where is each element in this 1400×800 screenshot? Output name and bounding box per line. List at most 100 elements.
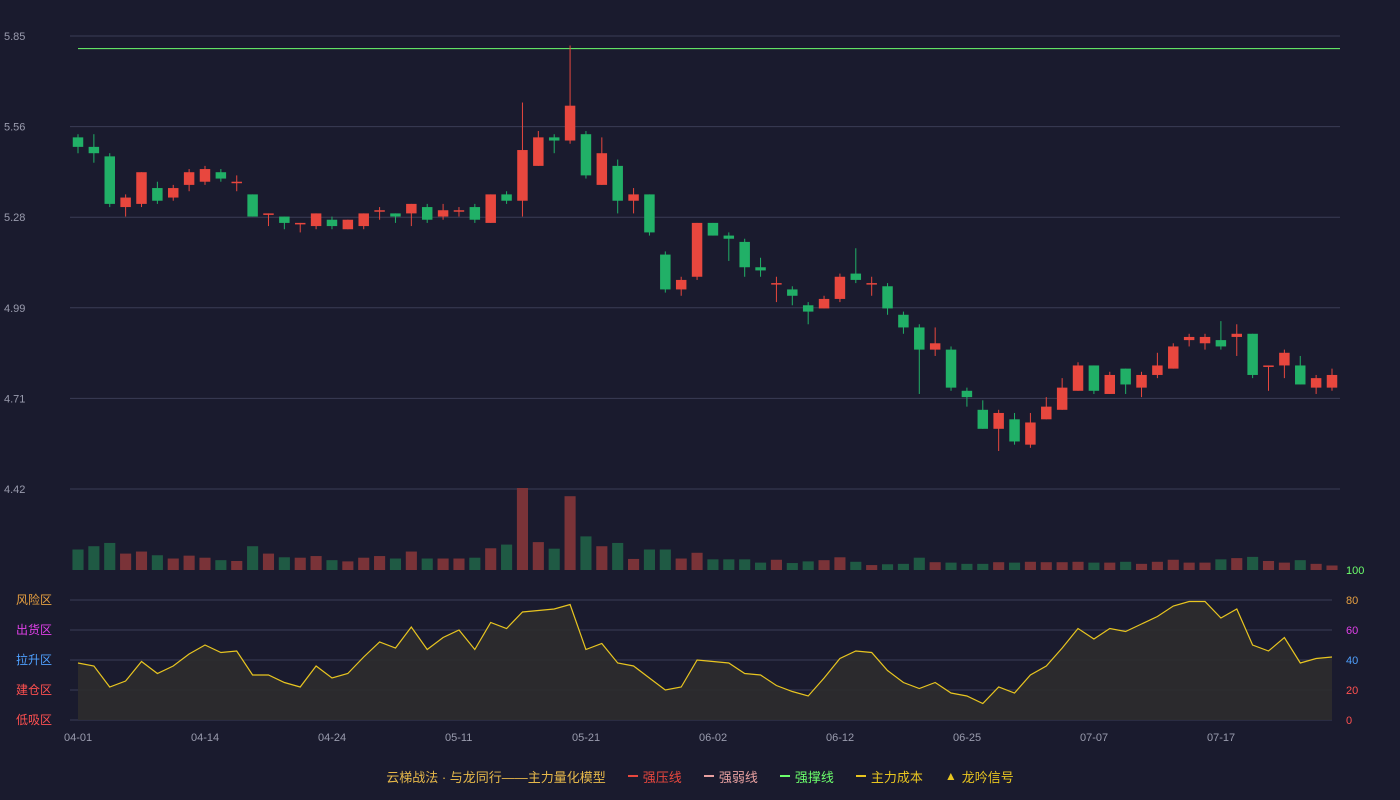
volume-bar	[1120, 561, 1132, 570]
volume-bar	[1199, 562, 1211, 570]
candle-body	[104, 156, 115, 204]
legend-item-support[interactable]: 强撑线	[779, 767, 834, 786]
dashed-line-icon	[703, 775, 714, 777]
legend-item-label: 强撑线	[794, 769, 834, 785]
candle-body	[818, 298, 830, 309]
volume-bar	[1072, 561, 1084, 570]
candle-body	[390, 213, 401, 217]
candle-body	[1247, 333, 1258, 375]
candle-body	[533, 137, 544, 166]
price-tick-label: 5.85	[4, 31, 25, 43]
volume-bar	[326, 560, 338, 570]
candle-body	[564, 105, 576, 141]
candle-body	[72, 137, 84, 147]
indicator-tick-label: 100	[1346, 565, 1364, 577]
legend-title: 云梯战法 · 与龙同行——主力量化模型	[386, 767, 606, 786]
legend-item-label: 强压线	[642, 769, 682, 785]
indicator-tick-label: 20	[1346, 685, 1358, 697]
candle-body	[469, 207, 481, 220]
candle-body	[1310, 378, 1322, 388]
volume-bar	[755, 562, 767, 570]
x-tick-label: 07-17	[1207, 732, 1235, 744]
candle-body	[691, 222, 703, 277]
candle-body	[421, 207, 433, 220]
volume-bar	[199, 557, 211, 570]
candle-body	[1056, 387, 1068, 410]
dashed-line-icon	[855, 775, 866, 777]
legend-item-cost[interactable]: 主力成本	[855, 767, 923, 786]
candle-body	[1183, 336, 1195, 341]
candle-body	[914, 327, 925, 350]
legend: 云梯战法 · 与龙同行——主力量化模型 强压线 强弱线 强撑线 主力成本 ▲ 龙…	[0, 762, 1400, 790]
volume-bar	[596, 546, 608, 570]
candle-body	[136, 172, 147, 204]
legend-item-strength[interactable]: 强弱线	[703, 767, 758, 786]
candle-body	[1025, 422, 1036, 445]
volume-bar	[1104, 562, 1116, 570]
volume-bar	[151, 555, 163, 570]
candle-body	[1104, 374, 1116, 394]
candle-body	[1231, 333, 1242, 337]
candle-body	[660, 254, 671, 290]
volume-bar	[1294, 560, 1306, 570]
legend-item-signal[interactable]: ▲ 龙吟信号	[945, 767, 1014, 786]
candle-body	[1072, 365, 1084, 391]
volume-bar	[786, 563, 798, 570]
price-tick-label: 5.56	[4, 122, 25, 134]
volume-bar	[866, 565, 878, 570]
candle-body	[342, 219, 354, 230]
volume-bar	[1056, 562, 1068, 570]
legend-item-label: 强弱线	[718, 769, 758, 785]
volume-bar	[342, 561, 354, 570]
volume-bar	[1262, 560, 1275, 570]
volume-bar	[1326, 565, 1338, 570]
volume-bar	[421, 558, 433, 570]
candle-body	[358, 213, 369, 227]
candle-body	[152, 188, 163, 201]
volume-bar	[88, 546, 100, 570]
candle-body	[580, 134, 592, 176]
volume-bar	[977, 563, 989, 570]
indicator-line	[77, 600, 1333, 705]
price-tick-label: 5.28	[4, 212, 25, 224]
candle-body	[675, 279, 687, 290]
volume-bar	[1135, 563, 1148, 570]
volume-bar	[707, 559, 719, 570]
candle-body	[437, 210, 449, 217]
volume-bar	[913, 557, 925, 570]
candle-body	[1215, 340, 1227, 347]
solid-line-icon	[627, 775, 638, 777]
volume-bar	[723, 559, 735, 570]
volume-bar	[167, 558, 179, 570]
candle-body	[707, 222, 719, 236]
volume-bar	[453, 558, 465, 570]
volume-bar	[532, 542, 544, 570]
volume-bar	[104, 542, 116, 570]
candle-body	[406, 203, 417, 214]
volume-bar	[850, 561, 862, 570]
volume-bar	[739, 559, 751, 570]
price-tick-label: 4.99	[4, 303, 25, 315]
candle-body	[215, 172, 227, 179]
legend-item-pressure[interactable]: 强压线	[627, 767, 682, 786]
volume-bar	[215, 560, 227, 570]
candle-body	[596, 153, 608, 185]
zone-label: 低吸区	[16, 713, 52, 727]
candle-body	[501, 194, 512, 201]
volume-bar	[643, 549, 655, 570]
volume-bar	[310, 556, 322, 570]
candle-body	[739, 241, 750, 268]
candle-body	[1326, 374, 1338, 388]
x-tick-label: 05-21	[572, 732, 600, 744]
candle-body	[1295, 365, 1306, 385]
volume-bar	[405, 551, 417, 570]
candle-body	[1136, 374, 1147, 388]
triangle-icon: ▲	[944, 769, 957, 783]
volume-bar	[628, 558, 640, 570]
x-tick-label: 06-12	[826, 732, 854, 744]
candle-body	[1120, 368, 1131, 385]
candle-body	[866, 283, 877, 285]
x-tick-label: 06-25	[953, 732, 981, 744]
indicator-tick-label: 60	[1346, 625, 1358, 637]
candle-body	[168, 188, 179, 198]
